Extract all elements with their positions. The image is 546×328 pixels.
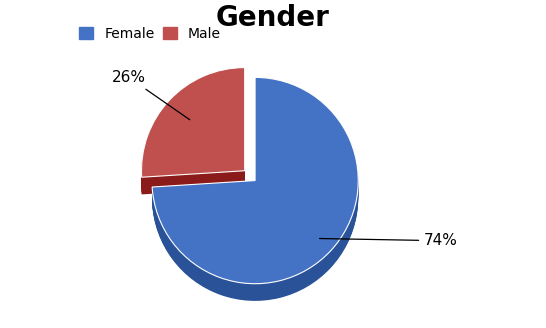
Wedge shape [141,70,245,179]
Wedge shape [141,83,245,193]
Wedge shape [141,84,245,194]
Wedge shape [152,86,358,292]
Wedge shape [152,89,358,295]
Wedge shape [141,71,245,180]
Wedge shape [152,88,358,294]
Wedge shape [152,82,358,289]
Wedge shape [152,81,358,288]
Wedge shape [141,79,245,189]
Wedge shape [141,80,245,190]
Wedge shape [152,79,358,286]
Wedge shape [152,78,358,285]
Wedge shape [141,78,245,188]
Wedge shape [152,92,358,298]
Title: Gender: Gender [216,4,330,32]
Wedge shape [141,75,245,185]
Text: 74%: 74% [319,233,458,248]
Wedge shape [152,93,358,300]
Wedge shape [152,93,358,299]
Wedge shape [141,76,245,186]
Wedge shape [152,87,358,293]
Wedge shape [152,84,358,290]
Wedge shape [152,90,358,296]
Wedge shape [152,83,358,289]
Legend: Female, Male: Female, Male [74,21,227,46]
Wedge shape [152,85,358,291]
Wedge shape [141,85,245,195]
Wedge shape [141,72,245,182]
Wedge shape [141,81,245,191]
Wedge shape [141,68,245,177]
Wedge shape [141,72,245,181]
Wedge shape [152,94,358,301]
Wedge shape [152,80,358,287]
Wedge shape [141,74,245,184]
Wedge shape [141,77,245,187]
Wedge shape [141,69,245,178]
Wedge shape [141,82,245,192]
Wedge shape [152,91,358,297]
Text: 26%: 26% [112,70,189,120]
Wedge shape [152,77,358,284]
Wedge shape [141,73,245,183]
